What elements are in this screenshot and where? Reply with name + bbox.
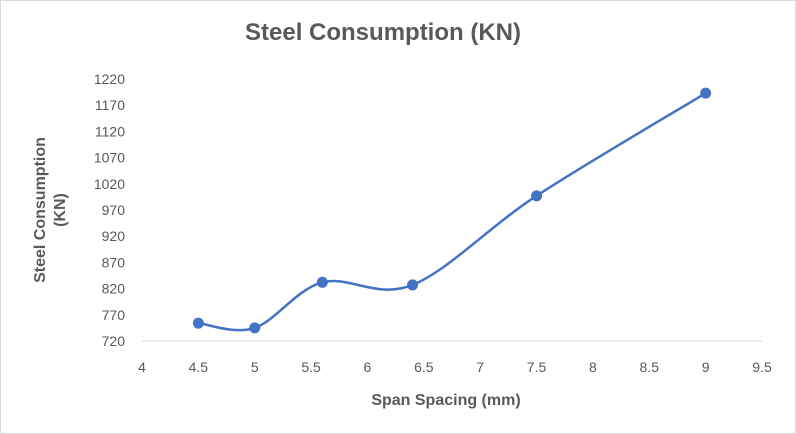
y-tick-label: 1020 [94,176,125,192]
y-tick-label: 920 [102,228,126,244]
data-markers [192,87,712,334]
y-tick-label: 870 [102,254,126,270]
x-tick-label: 5.5 [301,359,321,375]
x-tick-label: 6 [364,359,372,375]
y-tick-label: 1170 [95,97,125,113]
y-tick-labels: 720 770 820 870 920 970 1020 1070 1120 1170 1220 [94,71,125,349]
x-tick-label: 6.5 [414,359,434,375]
x-tick-label: 9.5 [752,359,772,375]
data-point [531,190,543,202]
y-tick-label: 1070 [94,150,125,166]
x-tick-label: 5 [251,359,259,375]
x-tick-label: 8.5 [640,359,660,375]
data-point [316,276,328,288]
data-point [192,317,204,329]
series-line [198,92,707,332]
x-tick-label: 7 [476,359,484,375]
y-tick-label: 770 [102,307,126,323]
x-tick-label: 4.5 [189,359,209,375]
y-tick-label: 1220 [94,71,125,87]
x-tick-label: 8 [589,359,597,375]
x-tick-labels: 4 4.5 5 5.5 6 6.5 7 7.5 8 8.5 9 9.5 [138,359,772,375]
x-tick-label: 4 [138,359,146,375]
x-axis-title: Span Spacing (mm) [371,392,521,409]
y-tick-label: 970 [102,202,126,218]
y-tick-label: 1120 [95,123,125,139]
chart-title: Steel Consumption (KN) [245,19,521,46]
x-tick-label: 9 [702,359,710,375]
y-tick-label: 820 [102,281,126,297]
data-point [407,279,419,291]
y-tick-label: 720 [102,333,126,349]
x-tick-label: 7.5 [527,359,547,375]
data-point [249,322,261,334]
data-point [700,87,712,99]
